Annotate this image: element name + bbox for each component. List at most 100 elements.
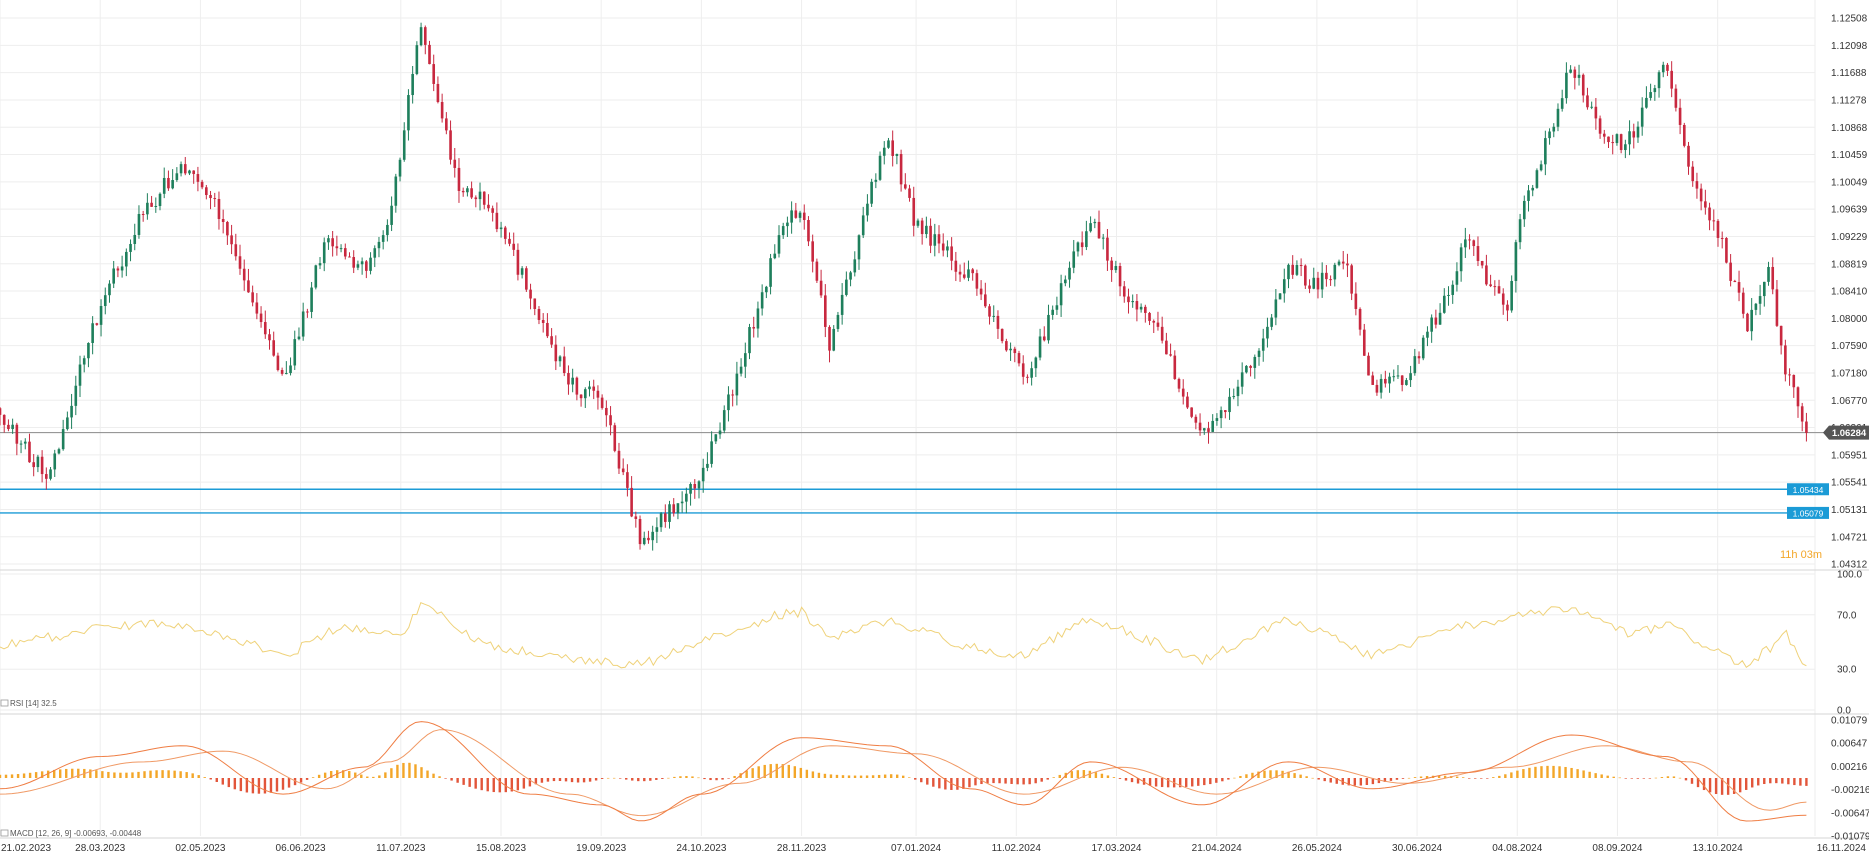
candle-down: [1190, 407, 1193, 417]
candle-down: [440, 102, 444, 119]
macd-hist-bar-neg: [980, 778, 983, 785]
candle-down: [1354, 293, 1358, 309]
candle-down: [1573, 69, 1577, 78]
macd-hist-bar-neg: [1624, 778, 1627, 779]
macd-hist-bar-neg: [1389, 778, 1393, 781]
candle-down: [1207, 428, 1210, 432]
candle-up: [895, 154, 899, 156]
macd-hist-bar-neg: [998, 778, 1001, 784]
candle-down: [1779, 325, 1783, 346]
macd-tick-label: -0.00216: [1831, 785, 1869, 796]
macd-hist-bar-pos: [697, 777, 700, 779]
macd-hist-bar-pos: [360, 774, 363, 778]
macd-hist-bar-pos: [1564, 766, 1567, 778]
macd-hist-bar-pos: [89, 769, 92, 778]
candle-down: [276, 355, 280, 371]
candle-down: [213, 198, 217, 200]
macd-hist-bar-neg: [1154, 778, 1158, 787]
candle-up: [402, 130, 406, 160]
x-tick-label: 26.05.2024: [1292, 843, 1342, 854]
candle-down: [1299, 265, 1303, 267]
candle-up: [360, 261, 364, 265]
candle-up: [743, 353, 747, 367]
candle-down: [141, 213, 145, 215]
candle-up: [1556, 108, 1560, 127]
support-tag: [1787, 483, 1829, 496]
macd-hist-bar-pos: [1540, 766, 1543, 778]
candle-down: [1796, 387, 1800, 407]
candle-down: [280, 370, 284, 374]
macd-hist-bar-neg: [227, 778, 231, 788]
candle-down: [217, 199, 221, 220]
candle-down: [541, 319, 545, 323]
macd-hist-bar-neg: [1185, 778, 1188, 787]
candle-up: [1657, 72, 1661, 89]
candle-down: [1118, 266, 1122, 287]
candle-up: [739, 366, 743, 374]
macd-hist-bar-neg: [245, 778, 249, 793]
candle-down: [167, 177, 170, 189]
macd-hist-bar-pos: [0, 774, 2, 778]
candle-down: [912, 197, 916, 226]
candle-down: [230, 235, 233, 245]
macd-hist-bar-neg: [305, 778, 309, 780]
macd-hist-bar-neg: [1166, 778, 1170, 788]
candle-up: [158, 193, 162, 207]
candle-up: [1413, 356, 1417, 374]
candle-down: [1632, 131, 1636, 138]
price-tick-label: 1.07590: [1831, 341, 1868, 352]
x-tick-label: 15.08.2023: [476, 843, 526, 854]
candle-down: [1350, 265, 1353, 294]
candle-up: [356, 264, 360, 268]
macd-hist-bar-pos: [1070, 771, 1074, 778]
price-tick-label: 1.08410: [1831, 287, 1868, 298]
x-tick-label: 21.02.2023: [1, 843, 51, 854]
candle-down: [268, 334, 271, 341]
macd-hist-bar-pos: [835, 774, 839, 778]
macd-hist-bar-neg: [263, 778, 267, 794]
macd-hist-bar-pos: [667, 777, 670, 779]
macd-hist-bar-pos: [203, 777, 206, 778]
candle-up: [866, 203, 869, 216]
candle-up: [49, 469, 52, 479]
candle-down: [474, 197, 478, 200]
macd-hist-bar-pos: [883, 774, 887, 778]
candle-up: [1139, 306, 1143, 310]
candle-down: [920, 220, 924, 235]
macd-hist-bar-neg: [1136, 778, 1140, 784]
macd-hist-bar-neg: [516, 778, 520, 791]
candle-up: [697, 481, 701, 489]
macd-hist-bar-pos: [311, 777, 315, 778]
candle-down: [1476, 246, 1480, 261]
macd-legend-text: MACD [12, 26, 9] -0.00693, -0.00448: [10, 829, 142, 838]
candle-down: [1472, 240, 1476, 247]
candle-down: [1581, 74, 1585, 96]
macd-hist-bar-pos: [173, 770, 176, 778]
candle-down: [525, 268, 528, 290]
candle-down: [1375, 384, 1379, 393]
candle-up: [327, 238, 330, 243]
candle-down: [1699, 188, 1703, 202]
candle-up: [398, 159, 402, 177]
candle-down: [352, 257, 356, 268]
candle-down: [1325, 272, 1328, 280]
macd-hist-bar-neg: [619, 778, 622, 779]
macd-hist-bar-neg: [275, 778, 279, 792]
macd-hist-bar-pos: [348, 771, 351, 778]
macd-hist-bar-pos: [908, 777, 911, 778]
macd-hist-bar-neg: [552, 778, 556, 782]
macd-hist-bar-pos: [1263, 770, 1266, 778]
candle-down: [348, 256, 351, 258]
candle-up: [1030, 368, 1033, 378]
candle-up: [1236, 386, 1240, 397]
rsi-tick-label: 0.0: [1837, 706, 1851, 717]
candle-down: [1704, 201, 1707, 208]
candle-down: [1691, 166, 1695, 182]
macd-hist-bar-neg: [1022, 778, 1025, 785]
candle-up: [1560, 98, 1564, 109]
macd-hist-bar-pos: [1504, 774, 1507, 778]
candle-up: [1577, 74, 1581, 78]
candle-down: [1346, 263, 1349, 266]
